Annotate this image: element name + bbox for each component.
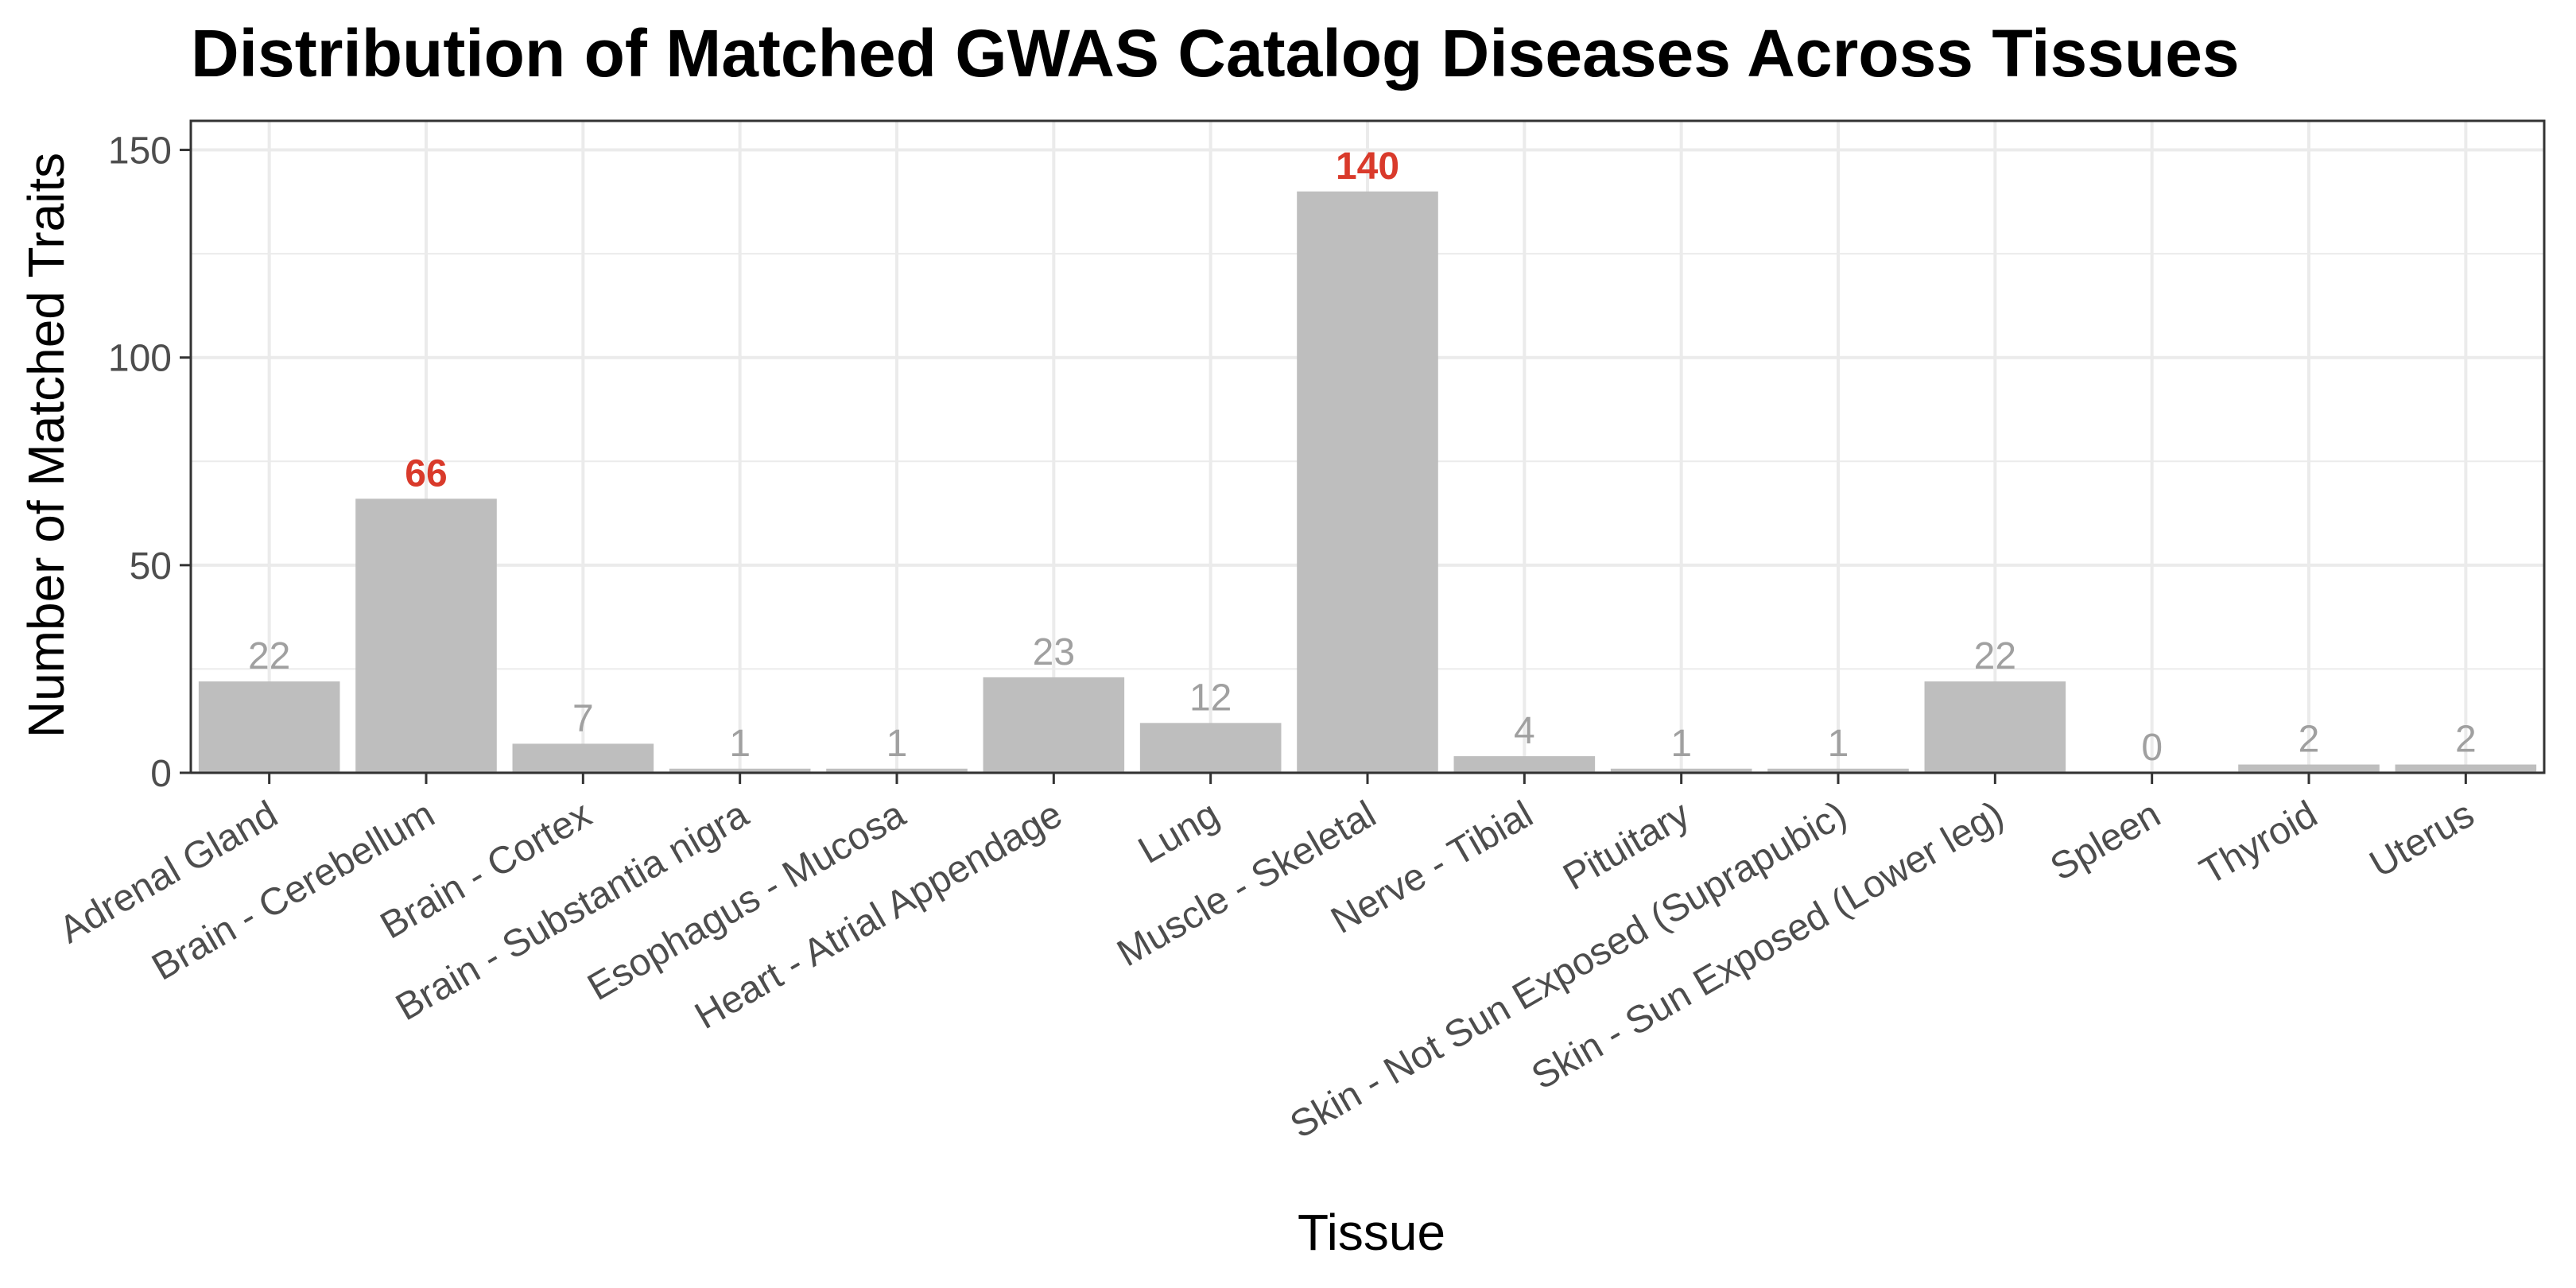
y-tick-label: 50	[130, 545, 172, 588]
bar	[1767, 768, 1909, 773]
data-label: 2	[2299, 719, 2320, 761]
bar	[826, 768, 968, 773]
bar	[1610, 768, 1752, 773]
bar	[2395, 764, 2537, 773]
bar	[669, 768, 811, 773]
bar	[1924, 681, 2066, 773]
data-label: 1	[886, 723, 908, 765]
x-tick-label: Brain - Cerebellum	[145, 793, 441, 989]
y-tick-label: 0	[150, 753, 172, 795]
data-label: 66	[405, 452, 447, 495]
x-tick-label: Spleen	[2043, 793, 2167, 890]
data-label: 23	[1033, 631, 1075, 673]
data-label: 1	[1670, 723, 1692, 765]
y-tick-label: 100	[108, 338, 172, 380]
data-label: 22	[248, 635, 290, 677]
x-tick-label: Skin - Not Sun Exposed (Suprapubic)	[1283, 793, 1853, 1147]
bar	[355, 499, 497, 773]
x-tick-label: Thyroid	[2193, 793, 2324, 894]
chart-title: Distribution of Matched GWAS Catalog Dis…	[191, 16, 2240, 91]
bar	[512, 743, 654, 773]
bar	[1453, 756, 1596, 773]
data-label: 1	[1828, 723, 1849, 765]
x-axis-title: Tissue	[1298, 1204, 1445, 1261]
data-label: 1	[729, 723, 751, 765]
y-axis-title: Number of Matched Traits	[17, 153, 75, 738]
x-tick-label: Lung	[1131, 793, 1226, 872]
data-label: 7	[572, 697, 594, 739]
bars	[198, 191, 2537, 774]
x-tick-label: Uterus	[2363, 793, 2481, 886]
data-label: 2	[2455, 719, 2477, 761]
data-label: 22	[1974, 635, 2016, 677]
data-label: 12	[1189, 677, 1232, 719]
bar	[1139, 723, 1282, 773]
bar	[2238, 764, 2380, 773]
data-label: 0	[2141, 727, 2163, 769]
bar	[1297, 191, 1438, 774]
bar	[198, 681, 340, 773]
bar	[983, 677, 1125, 773]
y-tick-label: 150	[108, 130, 172, 173]
y-axis: 0 50 100 150	[108, 130, 191, 795]
data-label: 4	[1514, 710, 1535, 752]
data-label: 140	[1336, 145, 1399, 188]
x-tick-label: Pituitary	[1557, 793, 1697, 899]
x-tick-label: Muscle - Skeletal	[1110, 793, 1383, 976]
